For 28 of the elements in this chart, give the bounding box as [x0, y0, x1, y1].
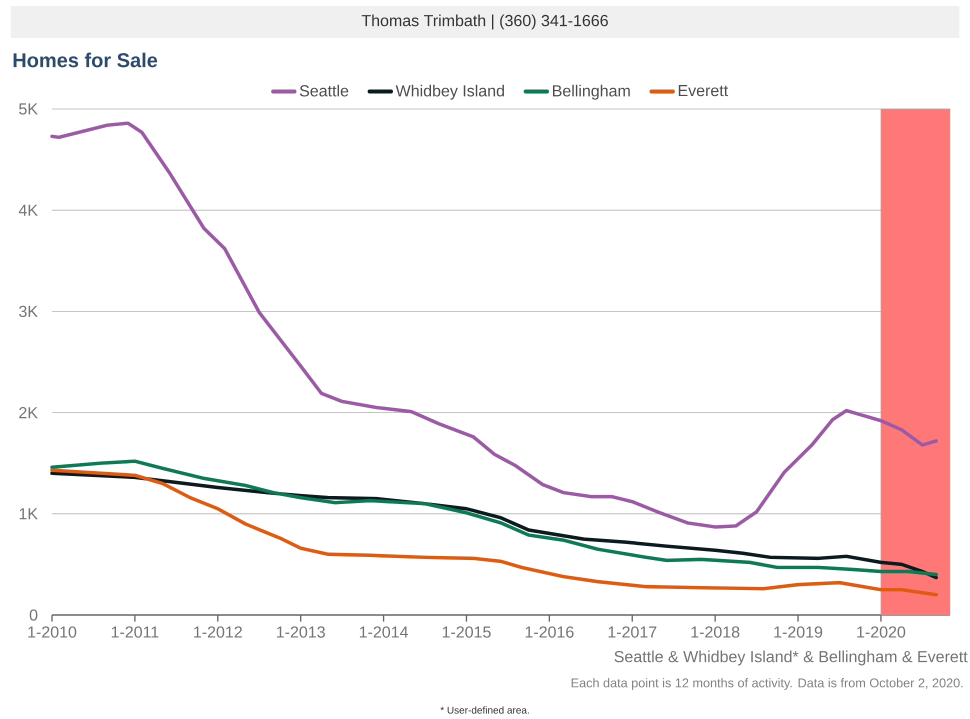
x-tick-label: 1-2010 — [28, 626, 76, 638]
x-tick-label: 1-2016 — [526, 626, 574, 638]
x-tick-label: 1-2018 — [691, 626, 740, 638]
x-tick-label: 1-2013 — [276, 626, 325, 638]
y-tick-label: 2K — [19, 407, 38, 418]
line-series — [50, 121, 938, 529]
y-tick-label: 0 — [30, 609, 38, 621]
chart-title: Homes for Sale — [14, 52, 158, 68]
y-tick-label: 5K — [19, 103, 38, 115]
x-tick-label: 1-2019 — [774, 626, 822, 638]
x-tick-label: 1-2012 — [194, 626, 242, 638]
y-tick-label: 4K — [18, 204, 38, 216]
legend-label: Whidbey Island — [396, 84, 504, 100]
x-tick-label: 1-2011 — [112, 626, 158, 638]
x-tick-label: 1-2017 — [608, 626, 656, 638]
y-tick-label: 1K — [20, 508, 38, 520]
line-series — [50, 468, 938, 596]
x-tick-label: 1-2020 — [857, 626, 906, 638]
x-tick-label: 1-2015 — [442, 626, 491, 638]
legend-label: Seattle — [300, 84, 348, 96]
legend-label: Bellingham — [553, 84, 630, 100]
text: Each data point is 12 months of activity. Data is from October 2, 2020. — [572, 678, 963, 690]
text: * User-defined area. — [440, 706, 529, 714]
y-tick-label: 3K — [19, 306, 38, 318]
text: Thomas Trimbath | (360) 341-1666 — [362, 14, 608, 30]
legend-label: Everett — [678, 85, 728, 96]
text: Seattle & Whidbey Island* & Bellingham & Everett — [614, 650, 968, 666]
x-tick-label: 1-2014 — [360, 626, 408, 638]
